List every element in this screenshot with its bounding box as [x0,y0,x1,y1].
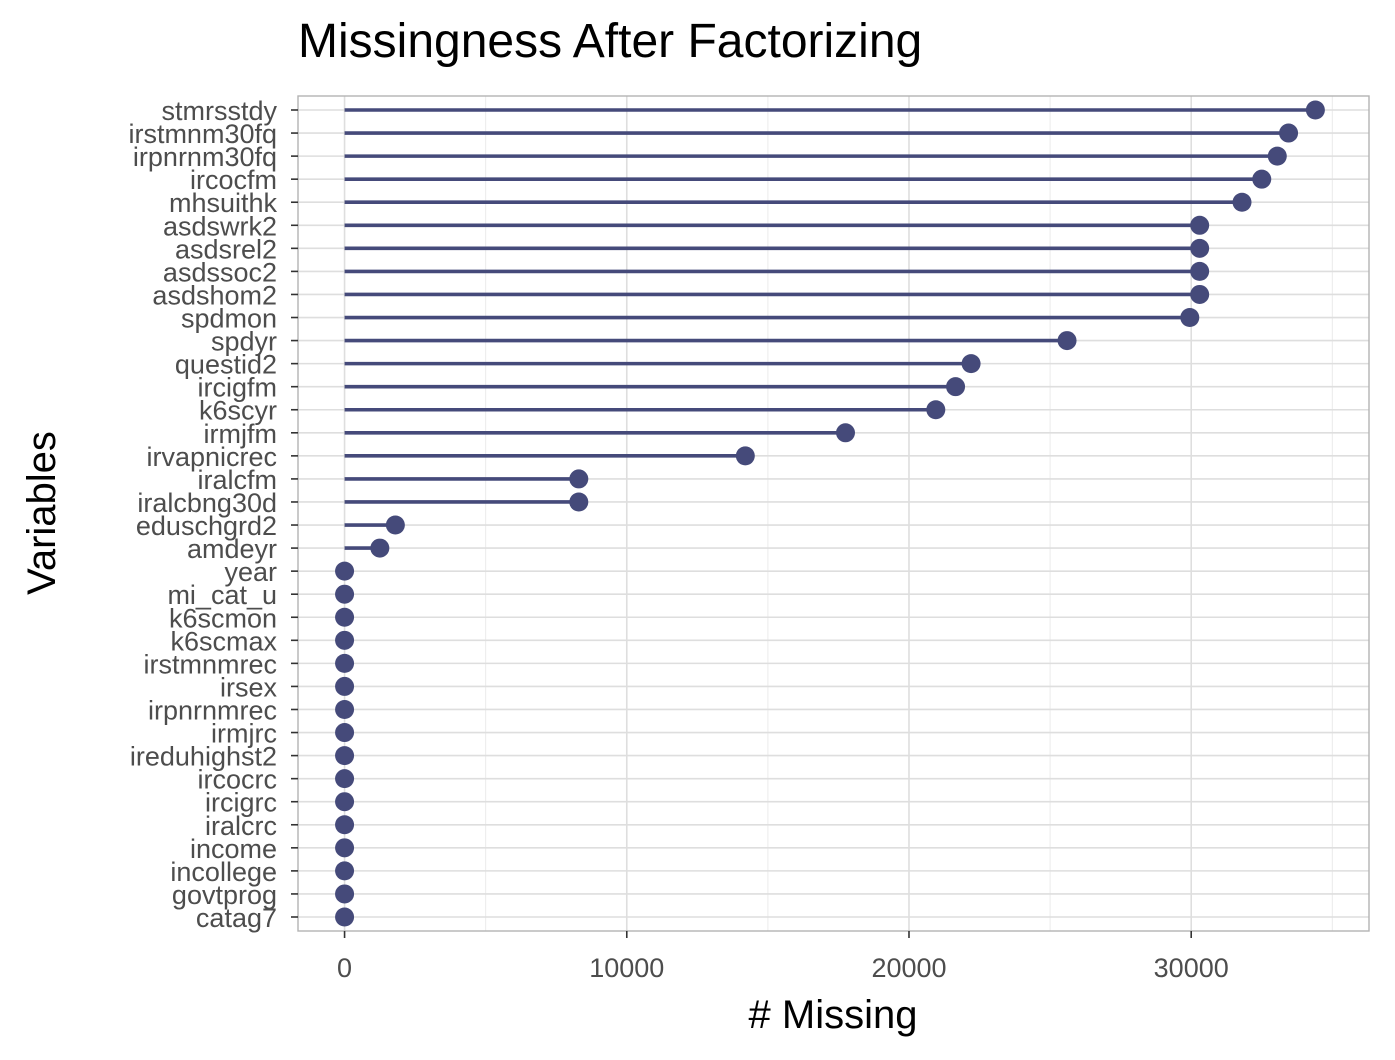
y-tick-label: iralcbng30d [137,488,277,518]
lollipop-point [961,354,981,374]
y-tick-label: ircocrc [198,765,278,795]
y-tick-label: questid2 [175,350,277,380]
lollipop-point [335,584,355,604]
x-axis-title: # Missing [749,993,918,1037]
lollipop-points [335,100,1325,927]
lollipop-point [1190,284,1210,304]
y-tick-label: irstmnmrec [144,649,278,679]
x-axis-tick-labels: 0 10000 20000 30000 [337,953,1229,983]
x-tick-label: 10000 [589,953,664,983]
y-tick-label: asdsrel2 [175,234,277,264]
y-tick-label: ircigfm [198,373,278,403]
lollipop-point [1305,100,1325,120]
y-tick-label: irsex [220,672,278,702]
lollipop-point [926,400,946,420]
lollipop-point [335,561,355,581]
lollipop-point [1190,261,1210,281]
lollipop-point [1267,146,1287,166]
lollipop-point [1057,331,1077,351]
lollipop-point [335,907,355,927]
y-tick-label: k6scmax [170,626,277,656]
lollipop-point [1180,308,1200,328]
lollipop-point [1232,192,1252,212]
lollipop-point [335,676,355,696]
y-axis-ticks [291,109,298,918]
y-tick-label: asdswrk2 [163,211,277,241]
y-tick-label: mi_cat_u [167,580,277,610]
y-tick-label: eduschgrd2 [136,511,277,541]
y-tick-label: govtprog [172,880,277,910]
y-tick-label: ireduhighst2 [130,742,277,772]
y-tick-label: irstmnm30fq [128,119,277,149]
y-tick-label: irpnrnmrec [148,695,277,725]
y-tick-label: irvapnicrec [146,442,277,472]
y-tick-label: ircocfm [190,165,277,195]
lollipop-point [1279,123,1299,143]
lollipop-point [370,538,390,558]
y-tick-label: stmrsstdy [161,96,277,126]
lollipop-point [335,630,355,650]
lollipop-point [335,861,355,881]
y-axis-title: Variables [20,431,64,595]
lollipop-point [1190,215,1210,235]
y-tick-label: income [190,834,277,864]
lollipop-point [735,446,755,466]
y-tick-label: spdmon [181,304,277,334]
lollipop-point [335,815,355,835]
lollipop-point [946,377,966,397]
y-tick-label: catag7 [196,903,277,933]
panel-border [297,95,1370,932]
y-tick-label: year [224,557,277,587]
lollipop-point [1252,169,1272,189]
lollipop-point [335,769,355,789]
lollipop-point [335,792,355,812]
lollipop-point [335,838,355,858]
y-tick-label: irpnrnm30fq [133,142,277,172]
y-tick-label: irmjrc [211,719,277,749]
lollipop-point [335,723,355,743]
y-tick-label: mhsuithk [169,188,278,218]
y-tick-label: iralcrc [205,811,277,841]
major-gridlines [298,96,1369,931]
minor-gridlines [485,96,1333,931]
y-tick-label: k6scmon [169,603,277,633]
lollipop-point [335,884,355,904]
x-tick-label: 30000 [1154,953,1229,983]
y-tick-label: k6scyr [199,396,277,426]
y-tick-label: asdshom2 [152,280,277,310]
chart-title: Missingness After Factorizing [298,15,923,68]
y-tick-label: amdeyr [187,534,277,564]
lollipop-point [1190,238,1210,258]
y-tick-label: spdyr [211,327,277,357]
lollipop-point [385,515,405,535]
y-tick-label: iralcfm [198,465,278,495]
y-axis-tick-labels: stmrsstdyirstmnm30fqirpnrnm30fqircocfmmh… [128,96,277,933]
y-tick-label: ircigrc [205,788,277,818]
x-axis-ticks [343,931,1193,938]
x-tick-label: 0 [337,953,352,983]
lollipop-point [335,699,355,719]
lollipop-point [569,469,589,489]
lollipop-point [335,607,355,627]
y-tick-label: irmjfm [204,419,277,449]
lollipop-stems [344,108,1316,550]
lollipop-point [335,653,355,673]
lollipop-point [335,746,355,766]
y-tick-label: incollege [170,857,277,887]
y-tick-label: asdssoc2 [163,257,277,287]
x-tick-label: 20000 [871,953,946,983]
lollipop-point [835,423,855,443]
lollipop-point [569,492,589,512]
